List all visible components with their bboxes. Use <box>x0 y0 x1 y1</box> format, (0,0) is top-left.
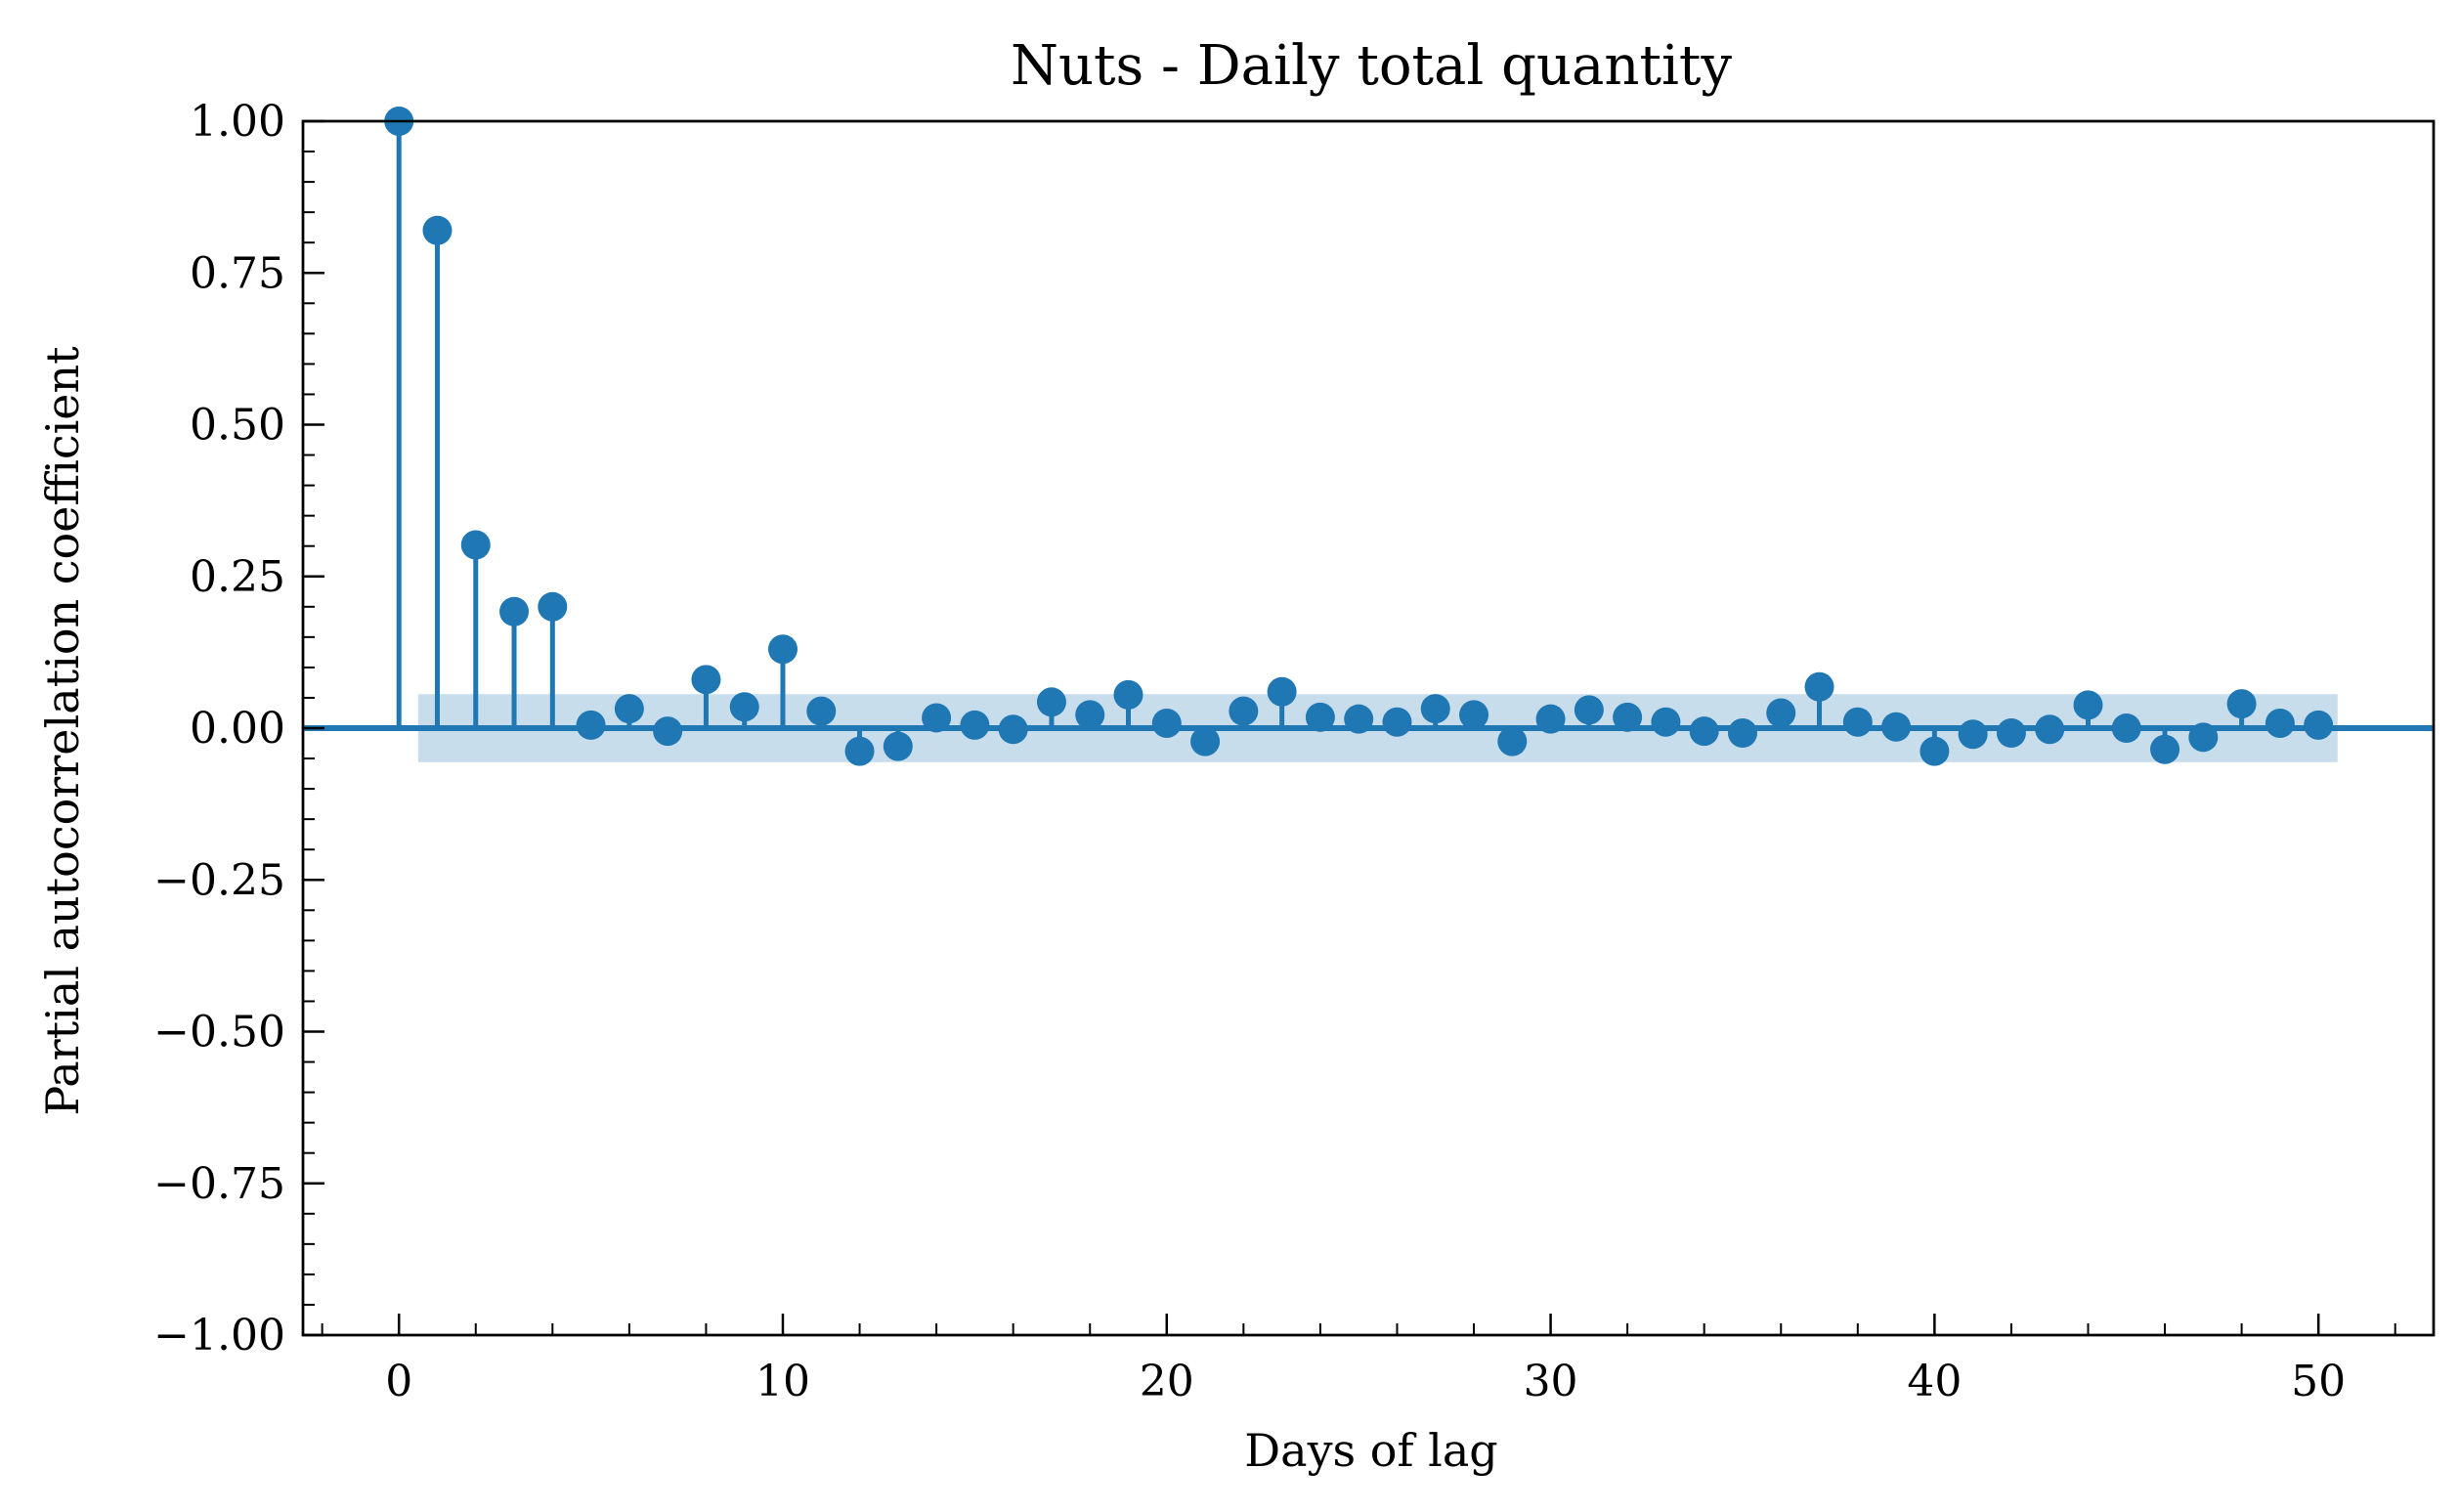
data-point <box>1996 717 2026 748</box>
data-point <box>1574 695 1604 725</box>
data-point <box>2035 714 2065 745</box>
data-point <box>1651 707 1681 737</box>
data-point <box>1497 726 1528 756</box>
y-tick-label: −1.00 <box>153 1311 285 1361</box>
y-tick-label: −0.75 <box>153 1159 285 1209</box>
x-tick-label: 40 <box>1907 1357 1962 1406</box>
data-point <box>576 710 606 740</box>
data-point <box>1382 707 1412 737</box>
y-axis: 1.00 0.75 0.50 0.25 0.00 −0.25 −0.50 −0.75 −1.00 <box>153 97 324 1361</box>
chart-title: Nuts - Daily total quantity <box>1011 34 1732 98</box>
data-point <box>2304 710 2334 740</box>
data-point <box>1766 698 1796 728</box>
data-point <box>499 596 530 626</box>
x-tick-label: 0 <box>385 1357 412 1406</box>
data-point <box>1535 704 1566 734</box>
y-axis-label: Partial autocorrelation coefficient <box>36 346 89 1116</box>
data-point <box>767 634 798 665</box>
y-tick-label: 1.00 <box>190 97 285 147</box>
data-point <box>1267 676 1297 707</box>
y-tick-label: 0.50 <box>190 401 285 451</box>
data-point <box>1344 704 1374 734</box>
y-tick-label: −0.50 <box>153 1008 285 1058</box>
y-tick-label: 0.75 <box>190 248 285 298</box>
data-marks <box>303 107 2434 766</box>
plot-frame-top <box>301 119 2436 1337</box>
data-point <box>538 591 568 622</box>
data-point <box>1151 709 1182 739</box>
y-tick-label: 0.25 <box>190 552 285 602</box>
data-point <box>1613 702 1643 732</box>
data-point <box>691 665 721 695</box>
x-tick-label: 10 <box>755 1357 810 1406</box>
data-point <box>1958 719 1988 750</box>
data-point <box>1459 700 1489 730</box>
data-point <box>883 731 913 761</box>
x-axis: 0 10 20 30 40 50 <box>321 1314 2396 1406</box>
data-point <box>1190 726 1221 756</box>
data-point <box>614 694 644 724</box>
data-point <box>1036 687 1066 717</box>
data-point <box>1689 716 1719 747</box>
x-tick-label: 30 <box>1524 1357 1578 1406</box>
data-point <box>998 714 1028 745</box>
data-point <box>1881 712 1912 742</box>
y-tick-label: −0.25 <box>153 855 285 905</box>
data-point <box>2073 690 2103 720</box>
data-point <box>2226 689 2257 719</box>
data-point <box>1920 736 1950 766</box>
data-point <box>1842 707 1873 737</box>
data-point <box>1113 679 1143 710</box>
data-point <box>1229 696 1259 726</box>
data-point <box>806 696 837 726</box>
data-point <box>1727 717 1757 748</box>
data-point <box>2188 722 2219 753</box>
data-point <box>2150 734 2180 764</box>
data-point <box>1075 700 1105 730</box>
data-point <box>922 703 952 733</box>
data-point <box>422 215 453 245</box>
data-point <box>960 710 990 740</box>
data-point <box>1420 694 1450 724</box>
x-tick-label: 20 <box>1140 1357 1194 1406</box>
data-point <box>1305 702 1335 732</box>
data-point <box>653 716 683 747</box>
x-axis-label: Days of lag <box>1244 1424 1497 1477</box>
data-point <box>460 530 491 560</box>
x-tick-label: 50 <box>2291 1357 2346 1406</box>
data-point <box>2111 713 2141 743</box>
data-point <box>1804 671 1834 702</box>
data-point <box>2265 709 2295 739</box>
data-point <box>844 736 875 766</box>
data-point <box>729 692 759 722</box>
y-tick-label: 0.00 <box>190 704 285 754</box>
